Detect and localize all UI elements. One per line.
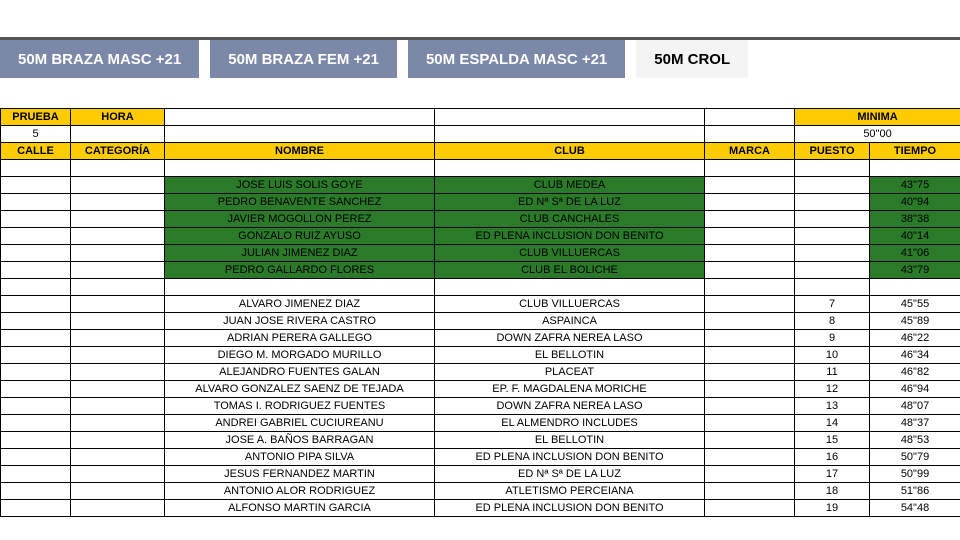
tab-crol[interactable]: 50M CROL [636,40,749,78]
result-row: ANDREI GABRIEL CUCIUREANUEL ALMENDRO INC… [1,415,960,432]
tab-espalda-masc[interactable]: 50M ESPALDA MASC +21 [408,40,626,78]
result-row: JESUS FERNANDEZ MARTINED Nª Sª DE LA LUZ… [1,466,960,483]
blank-gap [0,78,960,108]
result-row: ALEJANDRO FUENTES GALANPLACEAT1146"82 [1,364,960,381]
qualified-row: PEDRO GALLARDO FLORESCLUB EL BOLICHE43"7… [1,262,960,279]
result-row: JUAN JOSE RIVERA CASTROASPAINCA845"89 [1,313,960,330]
result-row: ALFONSO MARTIN GARCIAED PLENA INCLUSION … [1,500,960,517]
result-row: ANTONIO PIPA SILVAED PLENA INCLUSION DON… [1,449,960,466]
qualified-row: JOSE LUIS SOLIS GOYECLUB MEDEA43"75 [1,177,960,194]
sheet-tabs: 50M BRAZA MASC +21 50M BRAZA FEM +21 50M… [0,40,960,78]
result-row: ANTONIO ALOR RODRIGUEZATLETISMO PERCEIAN… [1,483,960,500]
result-row: ADRIAN PERERA GALLEGODOWN ZAFRA NEREA LA… [1,330,960,347]
header-row-1: PRUEBAHORAMINIMA [1,109,960,126]
qualified-row: JULIAN JIMENEZ DIAZCLUB VILLUERCAS41"06 [1,245,960,262]
qualified-row: PEDRO BENAVENTE SANCHEZED Nª Sª DE LA LU… [1,194,960,211]
result-row: JOSE A. BAÑOS BARRAGANEL BELLOTIN1548"53 [1,432,960,449]
page-top-strip [0,0,960,40]
results-table: PRUEBAHORAMINIMA550"00CALLECATEGORÍANOMB… [0,108,960,517]
result-row: TOMAS I. RODRIGUEZ FUENTESDOWN ZAFRA NER… [1,398,960,415]
result-row: ALVARO JIMENEZ DIAZCLUB VILLUERCAS745"55 [1,296,960,313]
tab-braza-masc[interactable]: 50M BRAZA MASC +21 [0,40,200,78]
tab-braza-fem[interactable]: 50M BRAZA FEM +21 [210,40,398,78]
qualified-row: GONZALO RUIZ AYUSOED PLENA INCLUSION DON… [1,228,960,245]
header-row-2: 550"00 [1,126,960,143]
qualified-row: JAVIER MOGOLLON PEREZCLUB CANCHALES38"38 [1,211,960,228]
result-row: DIEGO M. MORGADO MURILLOEL BELLOTIN1046"… [1,347,960,364]
column-headers: CALLECATEGORÍANOMBRECLUBMARCAPUESTOTIEMP… [1,143,960,160]
result-row: ALVARO GONZALEZ SAENZ DE TEJADAEP. F. MA… [1,381,960,398]
